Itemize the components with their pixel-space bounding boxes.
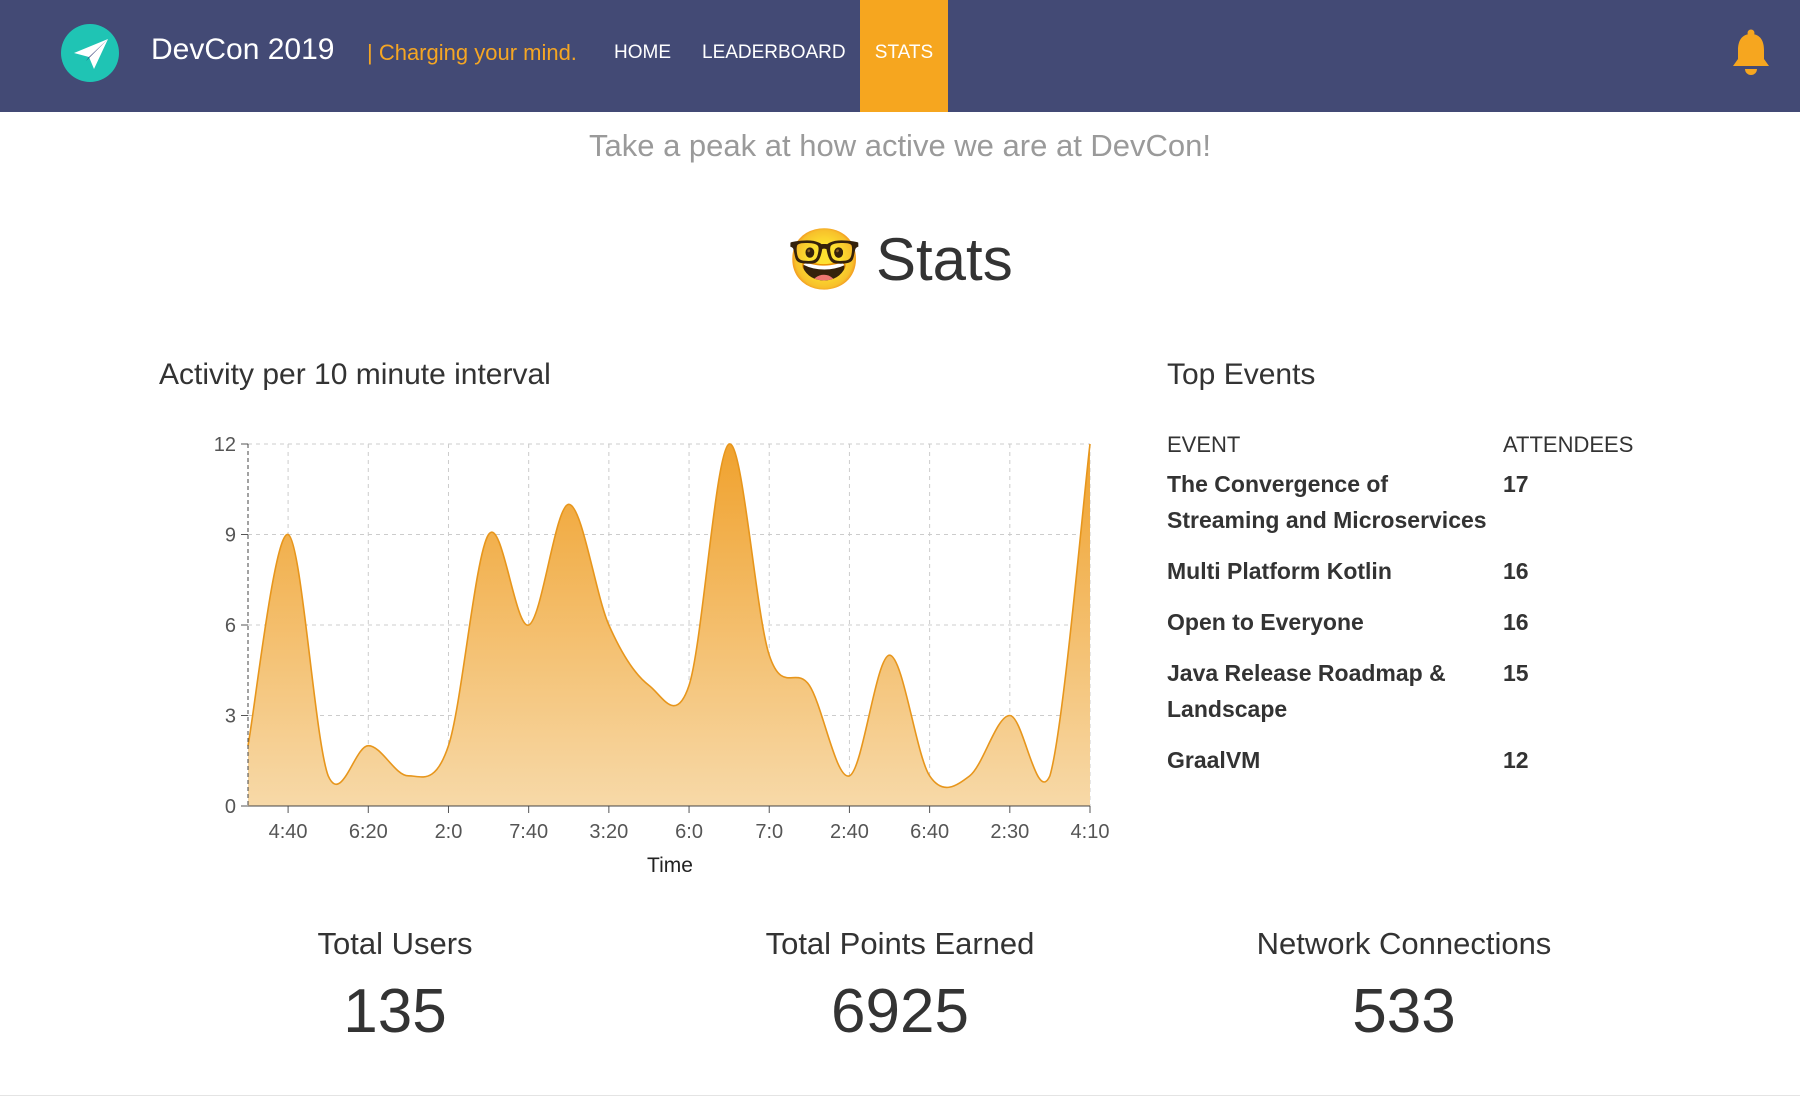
y-tick-label: 12 <box>214 434 236 456</box>
tagline: | Charging your mind. <box>367 40 577 65</box>
nav-stats[interactable]: STATS <box>860 0 948 112</box>
x-tick-label: 6:40 <box>910 821 949 843</box>
chart-title: Activity per 10 minute interval <box>159 358 551 391</box>
event-name: Open to Everyone <box>1167 609 1364 635</box>
brand-title[interactable]: DevCon 2019 <box>151 33 335 66</box>
stat-label: Total Points Earned <box>765 926 1035 961</box>
x-tick-label: 4:10 <box>1071 821 1110 843</box>
data-point <box>1048 774 1052 778</box>
data-point <box>647 683 651 687</box>
y-tick-label: 9 <box>225 525 236 547</box>
x-tick-label: 4:40 <box>269 821 308 843</box>
nav-leaderboard[interactable]: LEADERBOARD <box>702 42 846 63</box>
x-tick-label: 6:20 <box>349 821 388 843</box>
x-tick-label: 2:30 <box>990 821 1029 843</box>
data-point <box>326 774 330 778</box>
x-tick-label: 7:40 <box>509 821 548 843</box>
table-row: GraalVM 12 <box>1167 742 1667 778</box>
event-name: GraalVM <box>1167 747 1261 773</box>
activity-line <box>247 443 1091 789</box>
page-title: 🤓 Stats <box>0 224 1800 295</box>
x-tick-label: 6:0 <box>675 821 703 843</box>
top-events-table: EVENT ATTENDEES The Convergence of Stream… <box>1167 430 1667 793</box>
stat-total-users: Total Users 135 <box>135 926 655 1047</box>
bell-icon <box>1733 29 1769 75</box>
data-point <box>406 774 410 778</box>
top-events-header: EVENT ATTENDEES <box>1167 430 1667 466</box>
data-point <box>1088 442 1092 446</box>
stat-value: 6925 <box>831 977 969 1046</box>
stat-value: 533 <box>1352 977 1456 1046</box>
y-tick-label: 3 <box>225 706 236 728</box>
paper-plane-icon <box>74 39 108 69</box>
stat-label: Total Users <box>317 926 473 961</box>
x-tick-label: 7:0 <box>755 821 783 843</box>
notification-button[interactable] <box>1730 28 1772 81</box>
page-subtitle: Take a peak at how active we are at DevC… <box>588 128 1212 163</box>
data-point <box>527 623 531 627</box>
top-nav-bar: DevCon 2019 | Charging your mind. HOME L… <box>0 0 1800 112</box>
data-point <box>928 774 932 778</box>
data-point <box>687 683 691 687</box>
logo[interactable] <box>61 24 119 82</box>
x-tick-label: 3:20 <box>589 821 628 843</box>
top-events-title: Top Events <box>1167 358 1316 391</box>
event-name: Java Release Roadmap & Landscape <box>1167 660 1446 722</box>
x-axis-label: Time <box>647 854 693 877</box>
y-tick-label: 6 <box>225 615 236 637</box>
data-point <box>607 623 611 627</box>
table-row: Java Release Roadmap & Landscape 15 <box>1167 655 1667 727</box>
stat-label: Network Connections <box>1256 926 1552 961</box>
event-name: The Convergence of Streaming and Microse… <box>1167 471 1487 533</box>
stat-value: 135 <box>343 977 447 1046</box>
footer-divider <box>0 1095 1800 1096</box>
event-attendees: 15 <box>1503 660 1529 686</box>
table-row: Open to Everyone 16 <box>1167 604 1667 640</box>
x-tick-label: 2:0 <box>435 821 463 843</box>
data-point <box>1008 714 1012 718</box>
col-attendees-header: ATTENDEES <box>1503 432 1634 457</box>
data-point <box>246 744 250 748</box>
table-row: Multi Platform Kotlin 16 <box>1167 553 1667 589</box>
data-point <box>487 533 491 537</box>
x-tick-label: 2:40 <box>830 821 869 843</box>
event-attendees: 16 <box>1503 609 1529 635</box>
data-point <box>727 442 731 446</box>
event-attendees: 12 <box>1503 747 1529 773</box>
col-event-header: EVENT <box>1167 432 1241 457</box>
stat-total-points: Total Points Earned 6925 <box>640 926 1160 1047</box>
stat-network-connections: Network Connections 533 <box>1144 926 1664 1047</box>
page-title-text: Stats <box>875 226 1013 293</box>
activity-area-chart: 0 3 6 9 12 4:40 6:20 2:0 7:40 3:20 6:0 7:0 2:40 6:40 2… <box>214 434 1110 877</box>
nav-home[interactable]: HOME <box>614 42 671 63</box>
data-point <box>888 653 892 657</box>
data-point <box>847 774 851 778</box>
data-point <box>446 744 450 748</box>
y-tick-label: 0 <box>225 796 236 818</box>
event-attendees: 16 <box>1503 558 1529 584</box>
activity-area <box>248 443 1090 806</box>
data-point <box>807 683 811 687</box>
nerd-face-icon: 🤓 <box>787 226 862 293</box>
data-point <box>286 533 290 537</box>
event-attendees: 17 <box>1503 471 1529 497</box>
data-point <box>567 502 571 506</box>
event-name: Multi Platform Kotlin <box>1167 558 1392 584</box>
data-point <box>767 653 771 657</box>
table-row: The Convergence of Streaming and Microse… <box>1167 466 1667 538</box>
data-point <box>366 744 370 748</box>
data-point <box>968 774 972 778</box>
